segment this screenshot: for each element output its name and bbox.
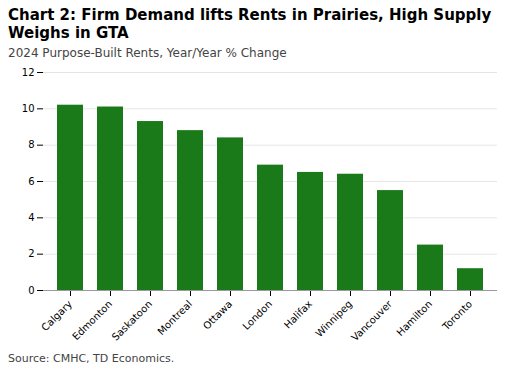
svg-text:Calgary: Calgary — [39, 298, 74, 333]
html-text:2024 Purpose-Built Rents, Year: 2024 Purpose-Built Rents, Year/Year % Ch… — [8, 46, 287, 60]
svg-text:6: 6 — [28, 176, 34, 187]
html-text:Chart 2: Firm Demand lifts Ren: Chart 2: Firm Demand lifts Rents in Prai… — [8, 6, 492, 42]
svg-text:2: 2 — [28, 248, 34, 259]
svg-text:12: 12 — [22, 67, 35, 78]
svg-text:Saskatoon: Saskatoon — [110, 298, 155, 343]
svg-text:8: 8 — [28, 139, 34, 150]
html-text:Source: CMHC, TD Economics.: Source: CMHC, TD Economics. — [8, 352, 175, 365]
svg-text:Halifax: Halifax — [282, 298, 314, 330]
svg-text:London: London — [240, 298, 274, 332]
svg-text:4: 4 — [28, 212, 34, 223]
svg-text:Edmonton: Edmonton — [70, 298, 114, 342]
svg-text:Montreal: Montreal — [155, 298, 194, 337]
svg-text:Hamilton: Hamilton — [394, 298, 434, 338]
svg-text:Winnipeg: Winnipeg — [313, 298, 354, 339]
svg-text:Toronto: Toronto — [440, 298, 475, 333]
svg-text:0: 0 — [28, 285, 34, 296]
svg-text:Ottawa: Ottawa — [201, 298, 234, 331]
svg-text:Vancouver: Vancouver — [349, 298, 395, 344]
svg-text:10: 10 — [22, 103, 35, 114]
